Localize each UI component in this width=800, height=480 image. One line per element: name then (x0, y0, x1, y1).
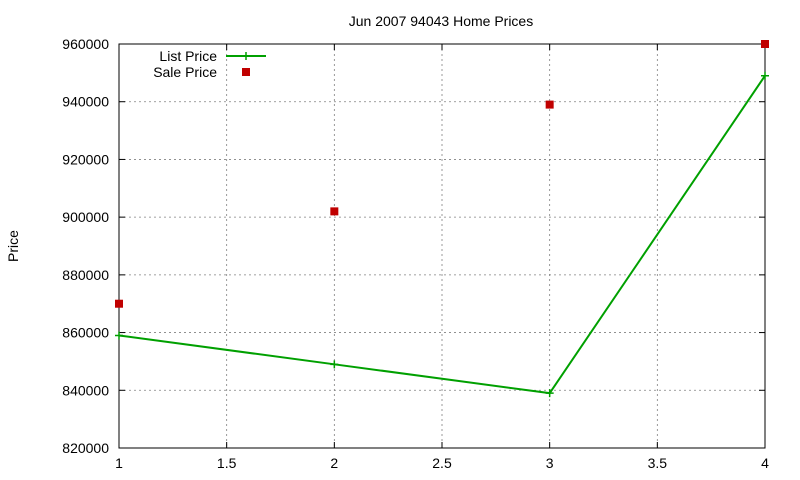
data-point-plus (545, 389, 554, 398)
x-tick-label: 1.5 (217, 455, 237, 471)
y-tick-label: 820000 (62, 440, 109, 456)
data-point-square (761, 40, 769, 48)
legend-label: Sale Price (153, 64, 217, 80)
y-tick-label: 960000 (62, 36, 109, 52)
data-point-square (545, 100, 554, 109)
x-tick-label: 3 (546, 455, 554, 471)
x-tick-label: 3.5 (648, 455, 668, 471)
y-tick-label: 860000 (62, 325, 109, 341)
series-line (118, 75, 766, 395)
legend-label: List Price (159, 48, 217, 64)
y-axis-label: Price (5, 230, 21, 262)
legend-marker-square (242, 68, 250, 76)
y-tick-label: 880000 (62, 267, 109, 283)
data-point-square (330, 207, 339, 216)
data-point-plus (330, 360, 339, 369)
y-tick-label: 940000 (62, 94, 109, 110)
y-tick-label: 920000 (62, 151, 109, 167)
x-tick-label: 4 (761, 455, 769, 471)
series-group (115, 40, 769, 398)
y-axis: 820000 840000 860000 880000 900000 920000 9400… (62, 36, 765, 456)
data-point-plus (115, 331, 123, 340)
x-axis: 1 1.5 2 2.5 3 3.5 4 (115, 44, 769, 471)
series-list-price (115, 71, 769, 398)
x-tick-label: 2.5 (432, 455, 452, 471)
data-point-square (115, 299, 123, 308)
x-tick-label: 2 (330, 455, 338, 471)
y-tick-label: 840000 (62, 382, 109, 398)
y-tick-label: 900000 (62, 209, 109, 225)
legend-marker-plus (242, 52, 250, 60)
series-sale-price (115, 40, 769, 308)
grid (119, 44, 765, 448)
chart-title: Jun 2007 94043 Home Prices (349, 13, 533, 29)
x-tick-label: 1 (115, 455, 123, 471)
data-point-plus (761, 71, 769, 80)
